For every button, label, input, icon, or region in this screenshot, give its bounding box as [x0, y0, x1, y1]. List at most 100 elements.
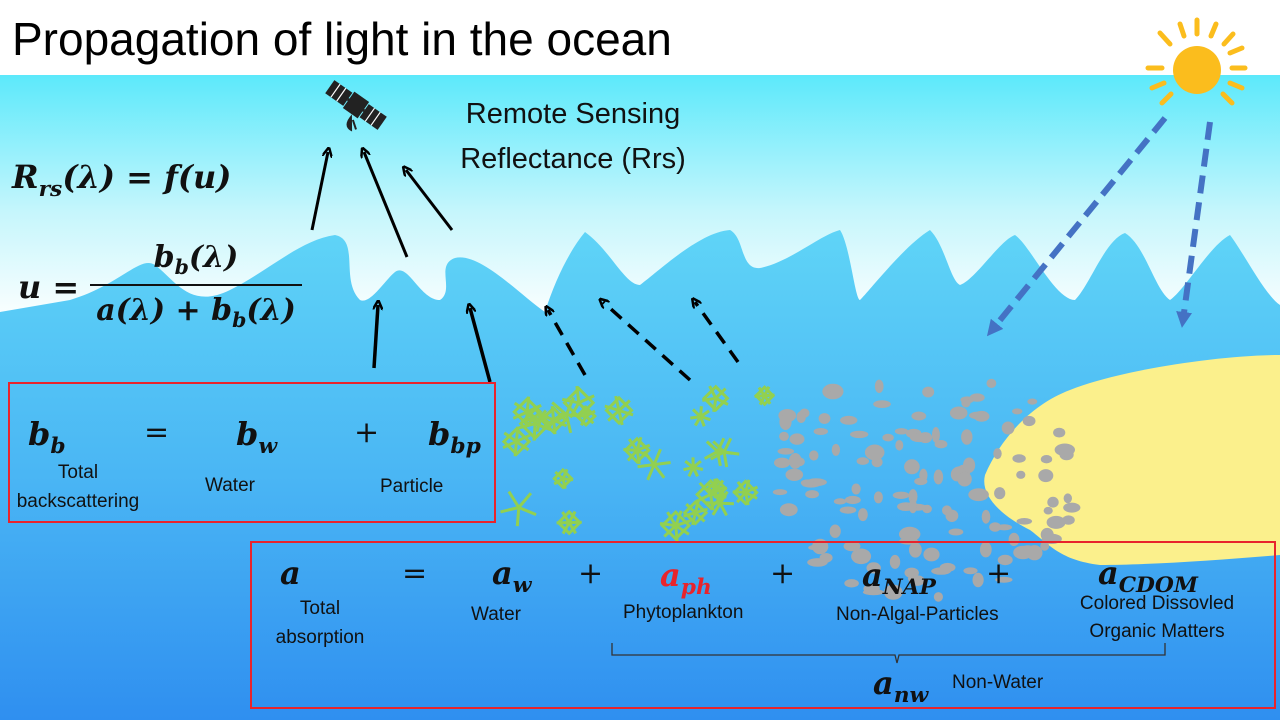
particle	[789, 433, 805, 445]
particle	[840, 415, 858, 425]
page-title: Propagation of light in the ocean	[12, 13, 672, 65]
a-plus-1: +	[578, 556, 604, 591]
leaving-light-arrow	[406, 170, 454, 231]
particle	[909, 542, 922, 558]
a-plus-3: +	[986, 556, 1012, 591]
sediment-plume	[984, 355, 1280, 565]
particle	[994, 487, 1006, 500]
particle	[963, 457, 976, 473]
leaving-light-arrow	[310, 152, 328, 231]
particle	[772, 489, 788, 496]
particle	[874, 379, 884, 393]
phytoplankton-cell	[732, 479, 759, 506]
incident-light-arrow	[1176, 121, 1213, 328]
leaving-light-arrow	[364, 152, 409, 258]
particle	[914, 477, 928, 486]
phytoplankton-cell	[500, 490, 537, 527]
particle	[989, 522, 1001, 532]
a-cdom-symbol: aCDOM	[1098, 554, 1198, 598]
u-denominator: a(λ) + bb(λ)	[90, 293, 302, 332]
phytoplankton-cell	[709, 437, 740, 468]
a-nap-label: Non-Algal-Particles	[836, 604, 999, 625]
particle	[866, 562, 881, 574]
bb-total-symbol: bb	[28, 415, 66, 459]
u-num-b: b	[153, 240, 175, 275]
particle	[922, 386, 935, 398]
a-nap-symbol: aNAP	[862, 556, 936, 600]
a-plus-2: +	[770, 556, 796, 591]
particle	[839, 506, 857, 514]
particle	[785, 468, 804, 481]
phytoplankton-cell	[690, 406, 711, 427]
u-den-a: a(λ) + b	[96, 293, 233, 328]
particle	[864, 444, 885, 461]
particle	[908, 499, 918, 514]
particle	[779, 431, 789, 441]
a-total-label: Total absorption	[275, 598, 365, 648]
phytoplankton-cell	[623, 436, 651, 465]
particle-cloud	[772, 378, 1081, 602]
particle	[1013, 545, 1033, 560]
phytoplankton-cell	[552, 467, 574, 490]
particle	[961, 429, 973, 445]
particle	[1062, 515, 1075, 525]
a-water-label: Water	[471, 604, 521, 625]
rrs-rhs: (λ) = f(u)	[62, 158, 232, 196]
particle	[774, 457, 791, 468]
particle	[957, 471, 972, 487]
bb-particle-symbol: bbp	[428, 415, 481, 459]
non-water-brace	[611, 643, 1166, 664]
particle	[831, 443, 841, 456]
particle	[949, 406, 968, 420]
particle	[856, 457, 869, 465]
bb-particle-label: Particle	[380, 476, 444, 497]
a-equals: =	[402, 556, 428, 591]
u-den-sub: b	[232, 308, 247, 333]
particle	[968, 488, 989, 502]
particle	[851, 548, 872, 565]
fraction-bar	[90, 284, 302, 286]
particle	[818, 413, 831, 424]
backscatter-arrow	[372, 305, 378, 369]
particle	[862, 589, 885, 596]
particle	[1063, 502, 1081, 513]
phytoplankton-cell	[501, 426, 532, 457]
particle	[1054, 443, 1076, 457]
phytoplankton-cell	[659, 510, 692, 542]
particle	[963, 567, 978, 575]
a-nw-symbol: anw	[873, 664, 929, 708]
a-total-symbol: a	[280, 554, 301, 592]
particle	[1040, 541, 1050, 551]
particle	[796, 411, 806, 423]
rrs-equation: Rrs(λ) = f(u)	[12, 158, 232, 202]
sky	[0, 75, 1280, 325]
particle	[788, 453, 802, 469]
particle	[1012, 408, 1023, 415]
u-num-sub: b	[174, 255, 189, 280]
bb-plus: +	[354, 415, 380, 450]
particle	[1038, 469, 1054, 483]
particle	[979, 541, 992, 558]
rrs-symbol: R	[12, 158, 39, 196]
particle	[889, 554, 901, 569]
a-ph-label: Phytoplankton	[623, 602, 744, 623]
particle	[933, 469, 944, 485]
particle	[1012, 454, 1026, 463]
particle	[858, 508, 868, 522]
phytoplankton-cell	[753, 385, 776, 407]
a-nw-label: Non-Water	[952, 672, 1044, 693]
particle	[910, 433, 929, 443]
particle	[892, 491, 910, 499]
bb-total-label: Total backscattering	[16, 462, 140, 512]
particle	[907, 575, 923, 583]
phytoplankton-cell	[683, 457, 704, 478]
phytoplankton-cluster	[500, 384, 776, 542]
particle	[993, 448, 1002, 460]
phytoplankton-cell	[702, 384, 730, 413]
particle	[844, 495, 861, 505]
particle	[829, 524, 841, 538]
particle	[934, 440, 948, 449]
backscatter-arrow	[603, 302, 692, 382]
u-symbol: u =	[18, 268, 80, 306]
particle	[1001, 421, 1015, 435]
